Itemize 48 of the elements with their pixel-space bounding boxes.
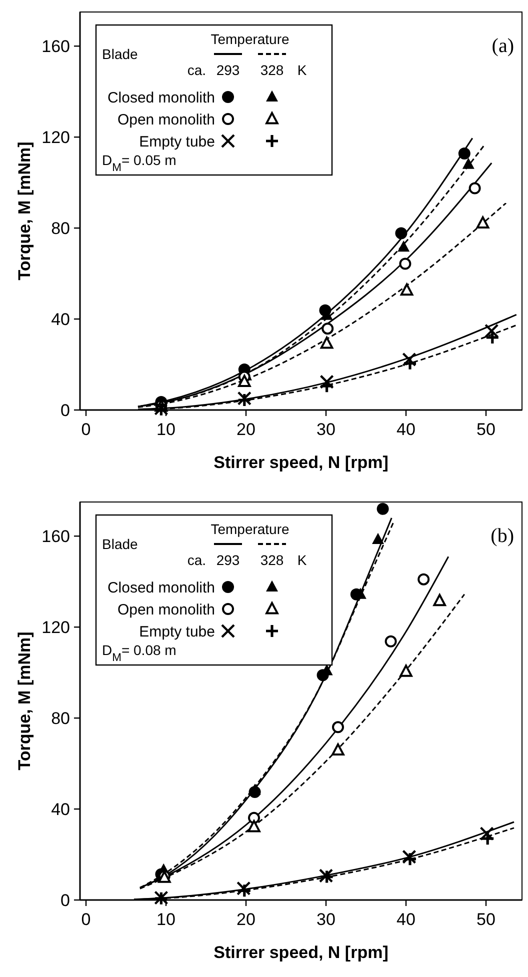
y-tick-label: 40 [51, 310, 70, 329]
annotation: 293 [216, 62, 240, 78]
x-tick-label: 50 [476, 910, 496, 929]
x-tick-label: 20 [236, 910, 256, 929]
y-tick-label: 80 [51, 709, 70, 728]
legend-label: Empty tube [139, 623, 215, 640]
annotation: (a) [492, 35, 514, 57]
legend-title: Blade [102, 536, 138, 552]
x-tick-label: 20 [236, 420, 256, 439]
y-tick-label: 0 [60, 890, 70, 910]
y-tick-label: 40 [51, 800, 70, 819]
legend-label: Closed monolith [107, 579, 215, 596]
y-axis-title: Torque, M [mNm] [15, 632, 34, 770]
y-tick-label: 120 [42, 618, 70, 638]
x-tick-label: 40 [396, 420, 416, 439]
y-tick-label: 160 [42, 37, 70, 56]
legend-label: Empty tube [139, 133, 215, 150]
annotation: K [297, 62, 308, 78]
annotation: 293 [216, 552, 240, 568]
y-tick-label: 80 [51, 219, 70, 238]
annotation: ca. [187, 552, 206, 568]
annotation: Temperature [210, 521, 290, 537]
annotation: 328 [260, 62, 284, 78]
annotation: D$_{M}$= 0.08 m [102, 642, 176, 664]
x-tick-label: 50 [476, 420, 496, 439]
annotation: Temperature [210, 31, 290, 47]
x-axis-title: Stirrer speed, N [rpm] [214, 453, 388, 472]
annotation: D$_{M}$= 0.05 m [102, 152, 176, 174]
legend-title: Blade [102, 46, 138, 62]
legend-label: Open monolith [117, 601, 215, 618]
y-tick-label: 0 [60, 400, 70, 420]
x-axis-title: Stirrer speed, N [rpm] [214, 943, 388, 962]
y-tick-label: 120 [42, 128, 70, 148]
x-tick-label: 40 [396, 910, 416, 929]
x-tick-label: 10 [156, 420, 176, 439]
annotation: ca. [187, 62, 206, 78]
annotation: K [297, 552, 308, 568]
annotation: (b) [490, 525, 514, 547]
x-tick-label: 30 [316, 910, 336, 929]
y-tick-label: 160 [42, 527, 70, 546]
annotation: 328 [260, 552, 284, 568]
y-axis-title: Torque, M [mNm] [15, 142, 34, 280]
x-tick-label: 10 [156, 910, 176, 929]
legend-label: Closed monolith [107, 89, 215, 106]
legend-label: Open monolith [117, 111, 215, 128]
x-tick-label: 0 [81, 910, 91, 929]
x-tick-label: 0 [81, 420, 91, 439]
x-tick-label: 30 [316, 420, 336, 439]
